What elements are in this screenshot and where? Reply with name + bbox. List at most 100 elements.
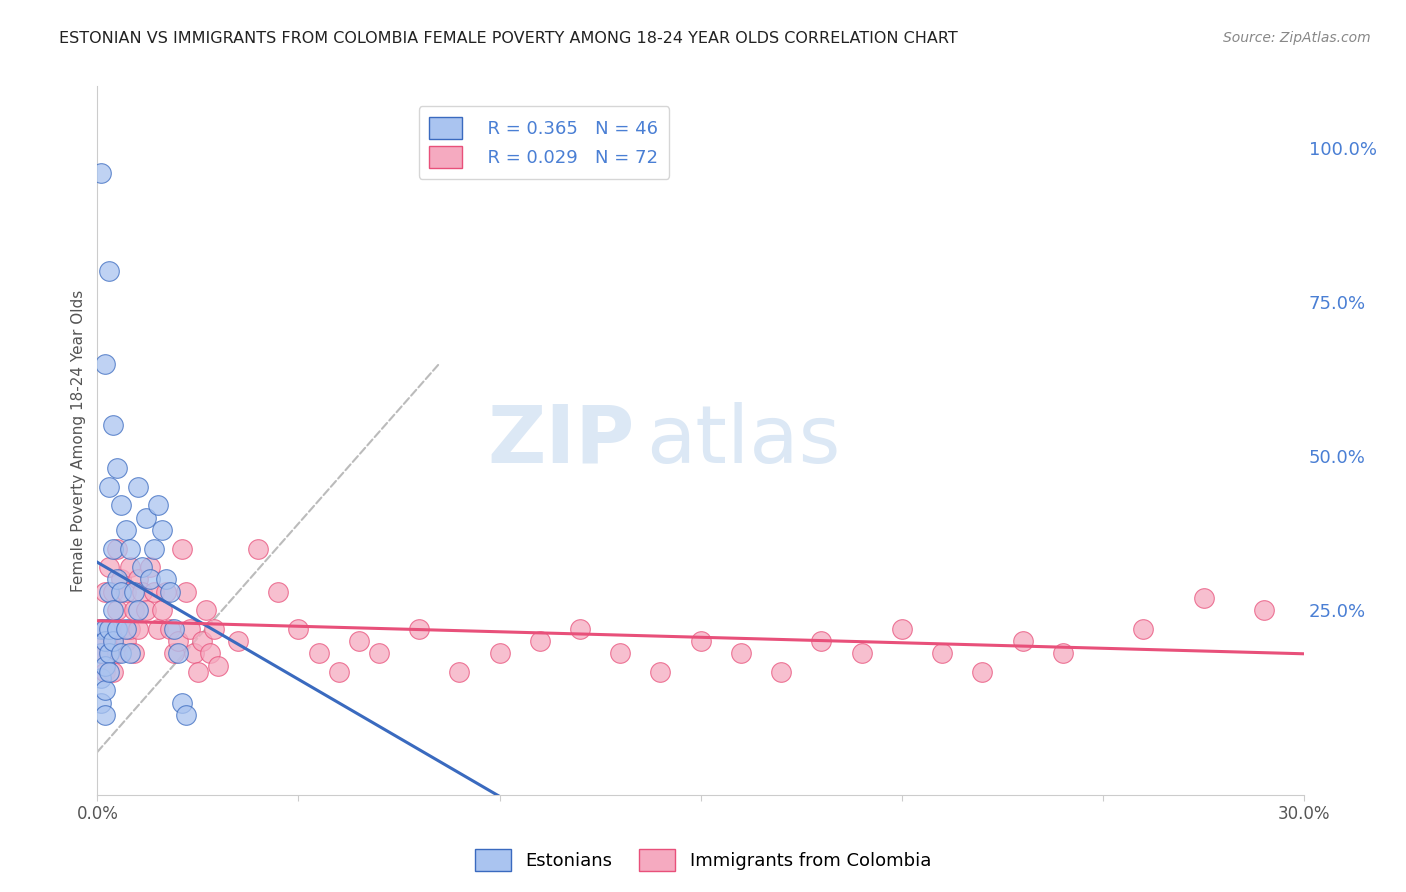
Point [118,541,141,556]
Point [107,573,129,587]
Point [107,461,129,475]
Point [146,499,169,513]
Point [98,646,121,660]
Text: Source: ZipAtlas.com: Source: ZipAtlas.com [1223,31,1371,45]
Point [94,634,117,648]
Point [114,584,136,599]
Point [131,560,153,574]
Point [118,646,141,660]
Point [110,584,132,599]
Point [155,584,177,599]
Point [90,646,112,660]
Point [103,584,125,599]
Point [179,622,201,636]
Point [166,634,188,648]
Point [226,634,249,648]
Point [90,646,112,660]
Point [107,622,129,636]
Point [650,665,672,679]
Point [138,573,160,587]
Point [110,573,132,587]
Point [972,665,994,679]
Point [159,584,181,599]
Point [90,166,112,180]
Point [931,646,953,660]
Point [770,665,793,679]
Point [94,658,117,673]
Point [191,634,214,648]
Point [98,264,121,278]
Point [90,622,112,636]
Legend: Estonians, Immigrants from Colombia: Estonians, Immigrants from Colombia [467,842,939,879]
Point [94,665,117,679]
Point [107,603,129,617]
Point [609,646,631,660]
Point [267,584,290,599]
Point [1052,646,1074,660]
Point [166,646,188,660]
Point [110,646,132,660]
Point [94,357,117,371]
Point [347,634,370,648]
Point [146,622,169,636]
Point [131,584,153,599]
Point [187,665,209,679]
Point [689,634,711,648]
Point [103,665,125,679]
Point [163,646,186,660]
Point [127,603,149,617]
Point [94,584,117,599]
Point [90,622,112,636]
Point [94,683,117,698]
Text: ZIP: ZIP [486,401,634,480]
Point [488,646,510,660]
Point [98,584,121,599]
Point [114,622,136,636]
Point [194,603,217,617]
Point [183,646,205,660]
Point [155,573,177,587]
Point [890,622,912,636]
Point [107,541,129,556]
Point [98,560,121,574]
Point [114,634,136,648]
Point [142,541,165,556]
Text: atlas: atlas [647,401,841,480]
Point [150,603,173,617]
Point [94,708,117,723]
Point [308,646,330,660]
Point [198,646,221,660]
Point [122,584,145,599]
Point [150,523,173,537]
Point [202,622,225,636]
Point [287,622,309,636]
Point [1011,634,1033,648]
Point [142,584,165,599]
Y-axis label: Female Poverty Among 18-24 Year Olds: Female Poverty Among 18-24 Year Olds [72,290,86,591]
Point [110,622,132,636]
Point [851,646,873,660]
Point [127,480,149,494]
Point [247,541,270,556]
Point [159,622,181,636]
Point [103,634,125,648]
Point [98,480,121,494]
Point [122,603,145,617]
Point [138,560,160,574]
Point [1253,603,1275,617]
Point [118,560,141,574]
Point [163,622,186,636]
Point [103,418,125,433]
Point [1192,591,1215,605]
Point [94,634,117,648]
Point [98,622,121,636]
Point [730,646,752,660]
Point [569,622,592,636]
Point [170,696,193,710]
Point [368,646,391,660]
Point [98,665,121,679]
Point [107,646,129,660]
Point [94,622,117,636]
Point [1132,622,1154,636]
Point [170,541,193,556]
